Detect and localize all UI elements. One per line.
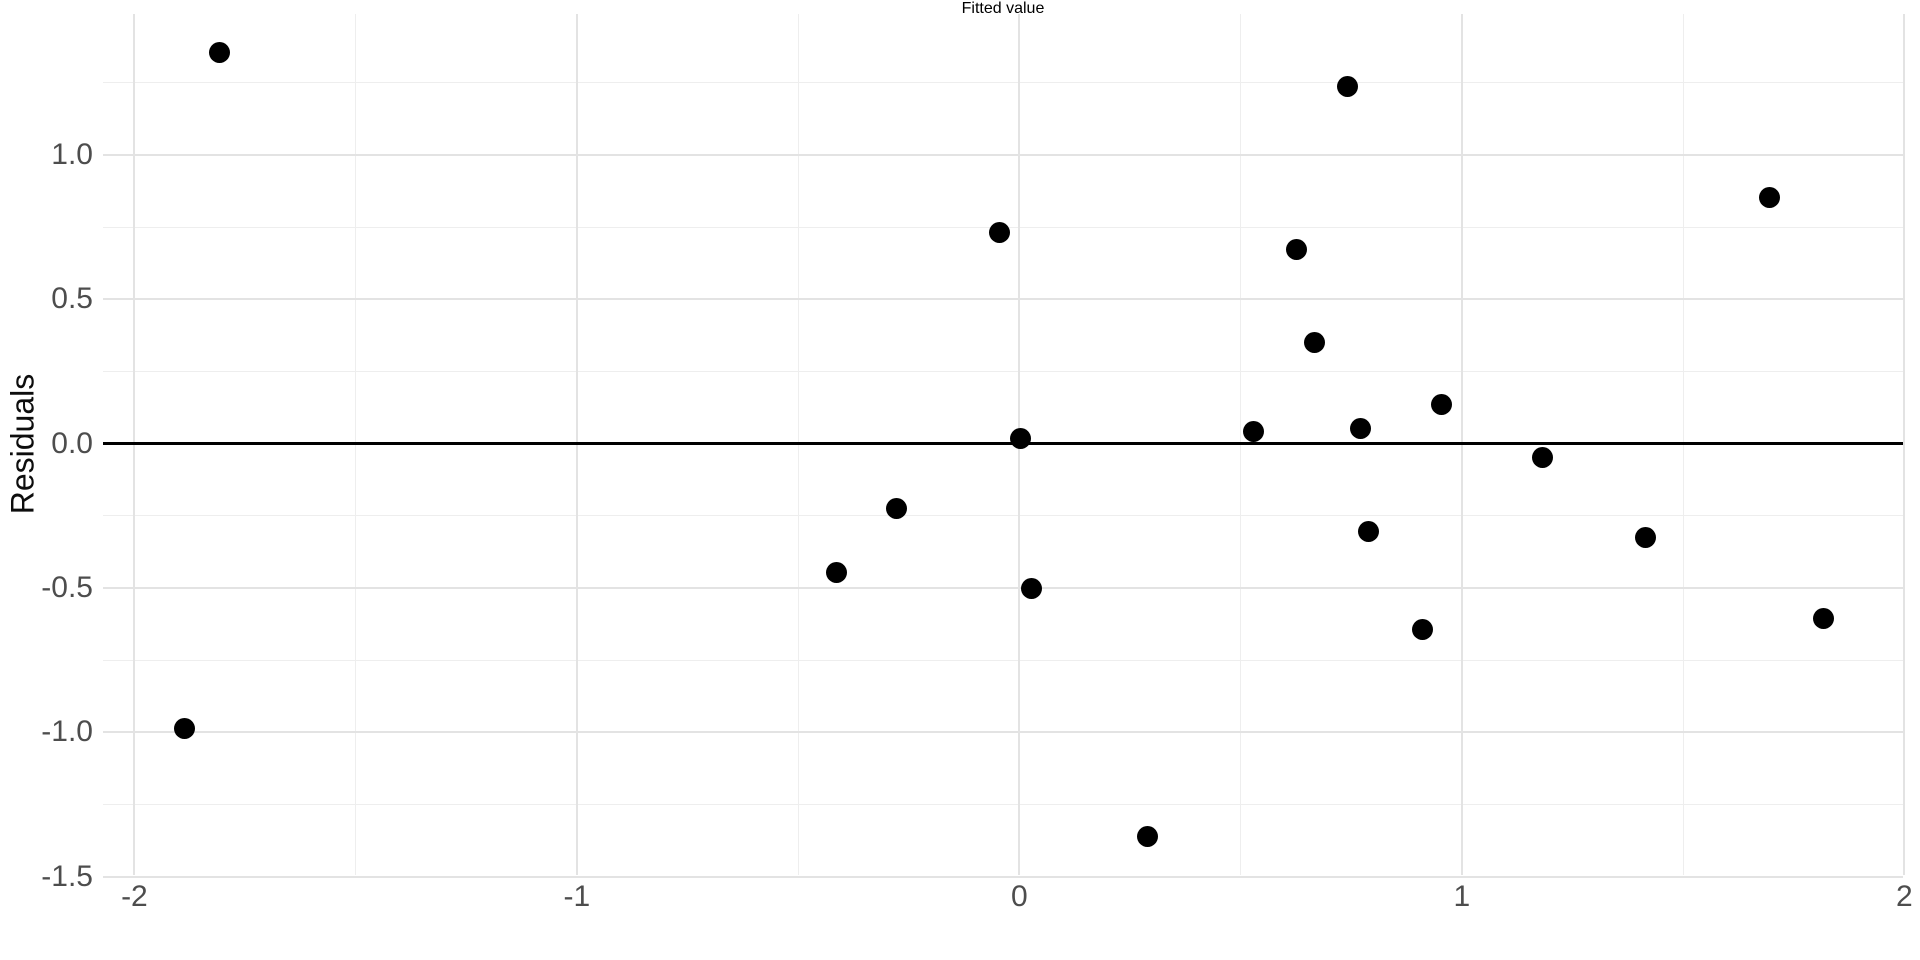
y-minor-gridline bbox=[103, 370, 1903, 372]
x-tick-label: -2 bbox=[121, 880, 148, 913]
x-tick-label: 1 bbox=[1453, 880, 1471, 913]
plot-panel bbox=[103, 14, 1906, 878]
data-point bbox=[1304, 332, 1326, 354]
data-point bbox=[1349, 418, 1371, 440]
data-point bbox=[174, 717, 196, 739]
y-major-gridline bbox=[103, 731, 1903, 734]
x-major-gridline bbox=[1903, 14, 1906, 875]
data-point bbox=[1136, 826, 1158, 848]
data-point bbox=[209, 42, 231, 64]
x-tick-label: 2 bbox=[1895, 880, 1913, 913]
y-tick-label: 0.0 bbox=[51, 426, 93, 460]
y-major-gridline bbox=[103, 587, 1903, 589]
zero-reference-line bbox=[103, 442, 1903, 446]
data-point bbox=[825, 562, 847, 584]
y-tick-label: 0.5 bbox=[51, 282, 93, 316]
data-point bbox=[1336, 76, 1358, 98]
x-axis-title-text: Fitted value bbox=[961, 0, 1045, 17]
data-point bbox=[1531, 447, 1553, 469]
data-point bbox=[1812, 608, 1834, 630]
data-point bbox=[1430, 393, 1452, 415]
x-tick-label: -1 bbox=[563, 880, 591, 913]
data-point bbox=[988, 221, 1010, 243]
y-major-gridline bbox=[103, 153, 1903, 156]
data-point bbox=[1634, 527, 1656, 549]
y-minor-gridline bbox=[103, 82, 1903, 84]
data-point bbox=[886, 498, 908, 520]
data-point bbox=[1285, 238, 1307, 260]
data-point bbox=[1242, 421, 1264, 443]
data-point bbox=[1009, 427, 1031, 449]
y-major-gridline bbox=[103, 875, 1903, 878]
data-point bbox=[1358, 520, 1380, 542]
y-minor-gridline bbox=[103, 515, 1903, 517]
y-tick-label: -1.0 bbox=[41, 715, 93, 749]
y-minor-gridline bbox=[103, 804, 1903, 806]
data-point bbox=[1759, 186, 1781, 208]
data-point bbox=[1411, 618, 1433, 640]
y-major-gridline bbox=[103, 298, 1903, 301]
y-tick-label: 1.0 bbox=[51, 137, 93, 171]
y-minor-gridline bbox=[103, 659, 1903, 661]
data-point bbox=[1021, 577, 1043, 599]
y-tick-label: -1.5 bbox=[41, 859, 93, 893]
y-tick-label: -0.5 bbox=[41, 571, 93, 604]
x-tick-label: 0 bbox=[1011, 880, 1028, 913]
